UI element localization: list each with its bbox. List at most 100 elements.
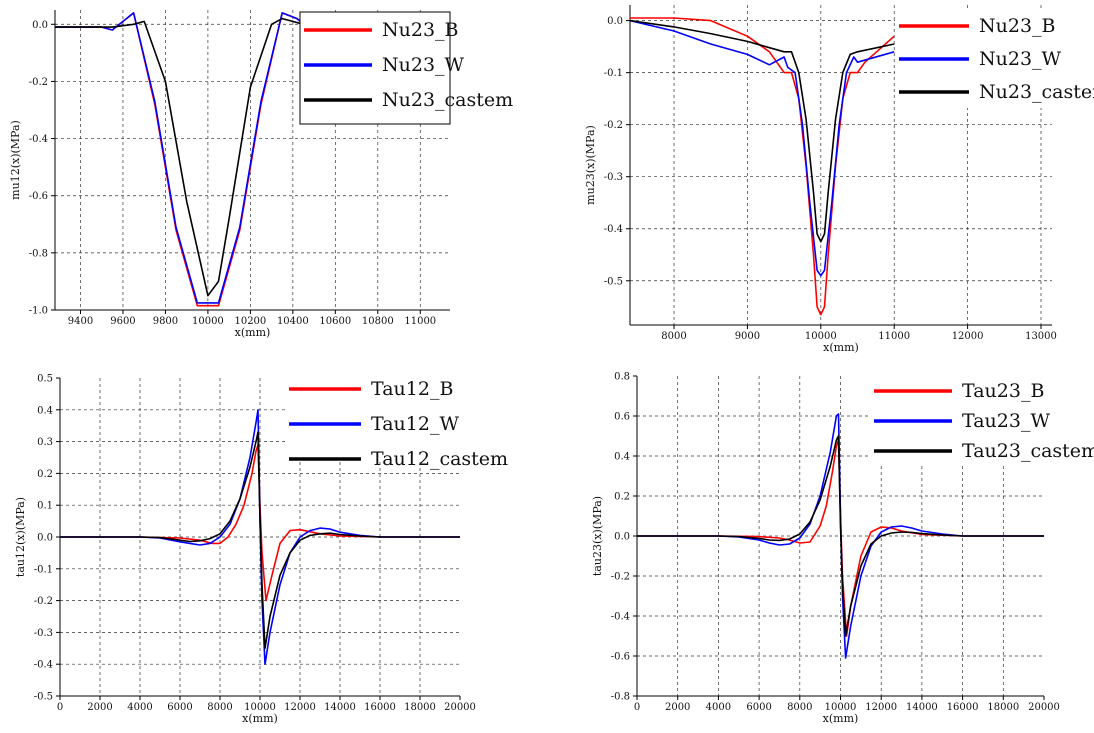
series-line-tau23-castem xyxy=(637,435,1044,637)
x-tick-label: 10800 xyxy=(362,316,394,327)
y-tick-label: 0.0 xyxy=(32,20,48,31)
y-axis-label: mu23(x)(MPa) xyxy=(584,125,597,205)
x-tick-label: 0 xyxy=(634,702,640,713)
y-tick-label: -0.2 xyxy=(604,120,623,131)
x-tick-label: 8000 xyxy=(207,702,232,713)
y-tick-label: 0.2 xyxy=(614,492,630,503)
y-tick-label: -0.5 xyxy=(604,276,623,287)
y-tick-label: 0.3 xyxy=(37,437,53,448)
x-tick-label: 0 xyxy=(57,702,63,713)
x-tick-label: 11000 xyxy=(404,316,436,327)
x-tick-label: 10400 xyxy=(277,316,309,327)
x-tick-label: 2000 xyxy=(87,702,112,713)
y-tick-label: 0.1 xyxy=(37,501,53,512)
y-tick-label: -0.4 xyxy=(604,224,623,235)
legend-label: Tau12_B xyxy=(371,378,453,400)
legend-label: Tau23_castem xyxy=(962,440,1094,462)
legend-label: Nu23_castem xyxy=(979,81,1094,103)
x-axis-label: x(mm) xyxy=(823,341,859,354)
series-line-nu23-w xyxy=(55,12,305,304)
x-tick-label: 9400 xyxy=(68,316,93,327)
y-axis-label: tau23(x)(MPa) xyxy=(591,496,604,576)
y-tick-label: 0.8 xyxy=(614,372,630,383)
x-tick-label: 18000 xyxy=(987,702,1019,713)
x-tick-label: 20000 xyxy=(444,702,476,713)
series-line-nu23-w xyxy=(629,19,895,277)
y-tick-label: -0.1 xyxy=(604,68,623,79)
y-tick-label: 0.0 xyxy=(37,533,53,544)
y-tick-label: 0.4 xyxy=(37,405,53,416)
y-tick-label: -0.3 xyxy=(34,628,53,639)
y-tick-label: 0.2 xyxy=(37,469,53,480)
legend-label: Nu23_B xyxy=(979,15,1056,37)
legend-label: Nu23_W xyxy=(979,48,1062,70)
x-tick-label: 18000 xyxy=(404,702,436,713)
x-tick-label: 14000 xyxy=(906,702,938,713)
x-tick-label: 16000 xyxy=(364,702,396,713)
y-tick-label: -0.6 xyxy=(611,652,630,663)
y-axis-label: mu12(x)(MPa) xyxy=(9,120,22,200)
y-tick-label: -0.4 xyxy=(29,134,48,145)
x-axis-label: x(mm) xyxy=(235,326,271,339)
x-tick-label: 10000 xyxy=(805,331,837,342)
y-tick-label: -0.1 xyxy=(34,564,53,575)
y-tick-label: 0.0 xyxy=(607,16,623,27)
series-line-nu23-castem xyxy=(55,17,304,297)
x-tick-label: 12000 xyxy=(865,702,897,713)
x-axis-label: x(mm) xyxy=(823,712,859,725)
x-tick-label: 10000 xyxy=(825,702,857,713)
chart-panel-2: 8000 9000 10000 11000 12000 13000 0.0 -0.1 -0.2 -… xyxy=(584,5,1094,354)
y-tick-label: -0.4 xyxy=(34,660,53,671)
legend-label: Nu23_castem xyxy=(382,89,513,111)
y-tick-label: -0.3 xyxy=(604,172,623,183)
x-tick-label: 9800 xyxy=(153,316,178,327)
x-tick-label: 12000 xyxy=(284,702,316,713)
x-tick-label: 10000 xyxy=(192,316,224,327)
x-tick-label: 10600 xyxy=(319,316,351,327)
x-tick-label: 16000 xyxy=(947,702,979,713)
y-tick-label: -0.2 xyxy=(611,572,630,583)
legend-box xyxy=(285,371,495,461)
y-tick-label: 0.5 xyxy=(37,374,53,385)
y-tick-label: -0.2 xyxy=(29,77,48,88)
x-tick-label: 6000 xyxy=(167,702,192,713)
chart-panel-4: 0 2000 4000 6000 8000 10000 12000 14000 16000 180… xyxy=(591,372,1094,726)
series-line-tau12-castem xyxy=(60,431,460,650)
legend-label: Tau12_castem xyxy=(371,448,508,470)
y-tick-label: -0.2 xyxy=(34,596,53,607)
y-tick-label: -0.8 xyxy=(29,248,48,259)
x-tick-label: 10200 xyxy=(234,316,266,327)
x-tick-label: 12000 xyxy=(952,331,984,342)
x-tick-label: 4000 xyxy=(127,702,152,713)
y-axis-label: tau12(x)(MPa) xyxy=(14,497,27,577)
legend-label: Tau12_W xyxy=(371,413,459,435)
legend-label: Tau23_B xyxy=(962,380,1044,402)
x-tick-label: 11000 xyxy=(878,331,910,342)
legend-label: Nu23_B xyxy=(382,19,459,41)
x-tick-label: 2000 xyxy=(665,702,690,713)
chart-panel-3: 0 2000 4000 6000 8000 10000 12000 14000 16000 180… xyxy=(14,371,508,725)
y-tick-label: 0.4 xyxy=(614,452,630,463)
x-tick-label: 13000 xyxy=(1025,331,1057,342)
series-line-nu23-b xyxy=(630,17,895,316)
legend-label: Nu23_W xyxy=(382,54,465,76)
x-tick-label: 8000 xyxy=(661,331,686,342)
y-tick-label: -1.0 xyxy=(29,306,48,317)
x-axis-label: x(mm) xyxy=(242,712,278,725)
legend-label: Tau23_W xyxy=(962,410,1050,432)
y-tick-label: 0.6 xyxy=(614,412,630,423)
series-line-nu23-castem xyxy=(629,19,895,243)
x-tick-label: 8000 xyxy=(787,702,812,713)
x-tick-label: 4000 xyxy=(706,702,731,713)
y-tick-label: -0.5 xyxy=(34,692,53,703)
y-tick-label: -0.4 xyxy=(611,612,630,623)
chart-panel-1: 9400 9600 9800 10000 10200 10400 10600 10800 110… xyxy=(9,10,513,339)
x-tick-label: 9600 xyxy=(110,316,135,327)
x-tick-label: 9000 xyxy=(735,331,760,342)
x-tick-label: 10000 xyxy=(244,702,276,713)
x-tick-label: 20000 xyxy=(1028,702,1060,713)
x-tick-label: 14000 xyxy=(324,702,356,713)
y-tick-label: -0.8 xyxy=(611,692,630,703)
x-tick-label: 6000 xyxy=(746,702,771,713)
